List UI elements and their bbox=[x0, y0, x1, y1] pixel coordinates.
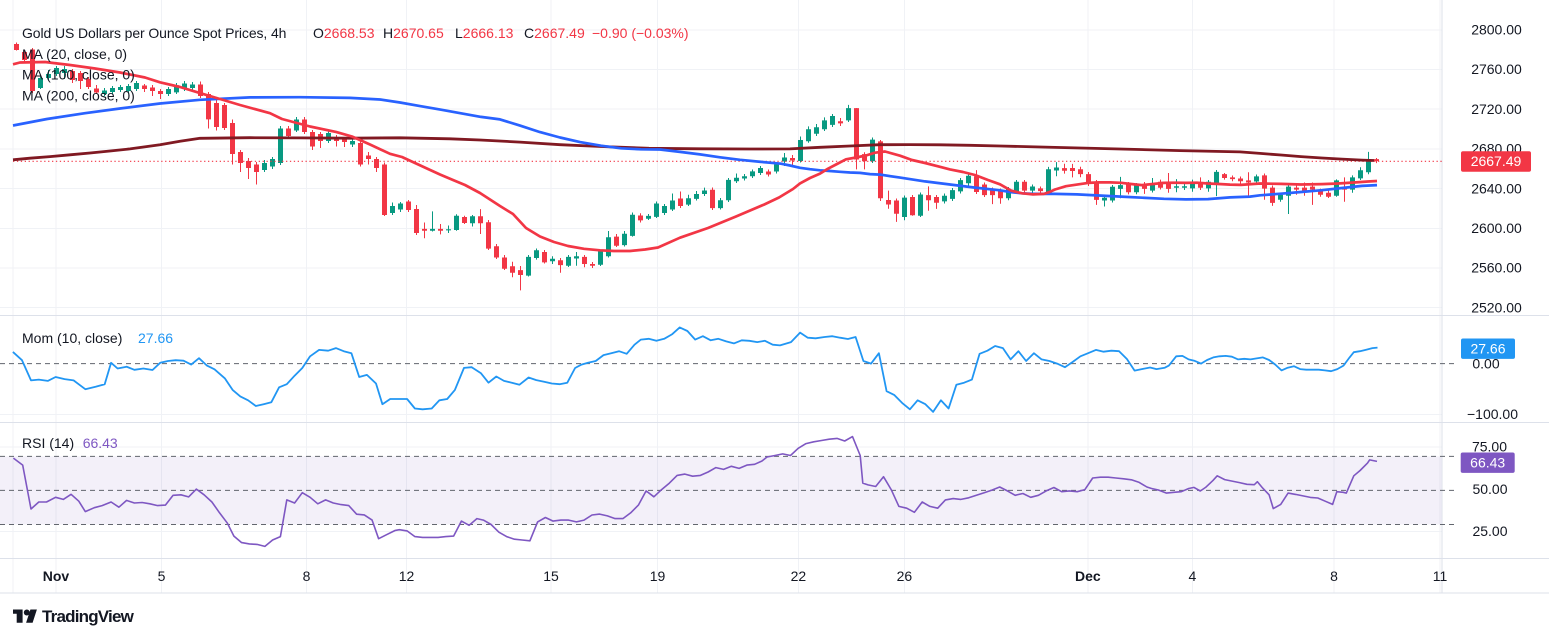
svg-text:Dec: Dec bbox=[1075, 568, 1101, 584]
svg-text:2600.00: 2600.00 bbox=[1471, 220, 1522, 236]
svg-text:Nov: Nov bbox=[43, 568, 70, 584]
svg-text:2667.49: 2667.49 bbox=[1471, 153, 1522, 169]
svg-text:2720.00: 2720.00 bbox=[1471, 101, 1522, 117]
svg-text:MA (200, close, 0): MA (200, close, 0) bbox=[22, 87, 135, 103]
svg-text:2800.00: 2800.00 bbox=[1471, 22, 1522, 38]
svg-text:8: 8 bbox=[303, 568, 311, 584]
svg-text:RSI (14) 66.43: RSI (14) 66.43 bbox=[22, 435, 118, 451]
svg-text:12: 12 bbox=[399, 568, 415, 584]
svg-text:66.43: 66.43 bbox=[1470, 454, 1505, 470]
svg-text:0.00: 0.00 bbox=[1472, 355, 1499, 371]
svg-text:−100.00: −100.00 bbox=[1467, 406, 1518, 422]
svg-text:22: 22 bbox=[791, 568, 807, 584]
svg-text:50.00: 50.00 bbox=[1472, 481, 1507, 497]
svg-text:2560.00: 2560.00 bbox=[1471, 260, 1522, 276]
svg-text:TradingView: TradingView bbox=[42, 607, 135, 626]
svg-text:2760.00: 2760.00 bbox=[1471, 61, 1522, 77]
svg-text:11: 11 bbox=[1433, 568, 1448, 584]
svg-text:75.00: 75.00 bbox=[1472, 439, 1507, 455]
svg-text:5: 5 bbox=[158, 568, 166, 584]
svg-text:8: 8 bbox=[1330, 568, 1338, 584]
svg-text:19: 19 bbox=[650, 568, 666, 584]
svg-text:Mom (10, close) 27.66: Mom (10, close) 27.66 bbox=[22, 330, 173, 346]
svg-text:Gold US Dollars per Ounce Spot: Gold US Dollars per Ounce Spot Prices, 4… bbox=[22, 25, 689, 41]
svg-text:4: 4 bbox=[1189, 568, 1197, 584]
svg-text:26: 26 bbox=[897, 568, 913, 584]
svg-text:25.00: 25.00 bbox=[1472, 523, 1507, 539]
svg-text:2520.00: 2520.00 bbox=[1471, 299, 1522, 315]
svg-text:2640.00: 2640.00 bbox=[1471, 180, 1522, 196]
svg-text:27.66: 27.66 bbox=[1470, 340, 1505, 356]
svg-text:15: 15 bbox=[543, 568, 559, 584]
svg-text:MA (20, close, 0): MA (20, close, 0) bbox=[22, 46, 127, 62]
svg-text:MA (100, close, 0): MA (100, close, 0) bbox=[22, 66, 135, 82]
